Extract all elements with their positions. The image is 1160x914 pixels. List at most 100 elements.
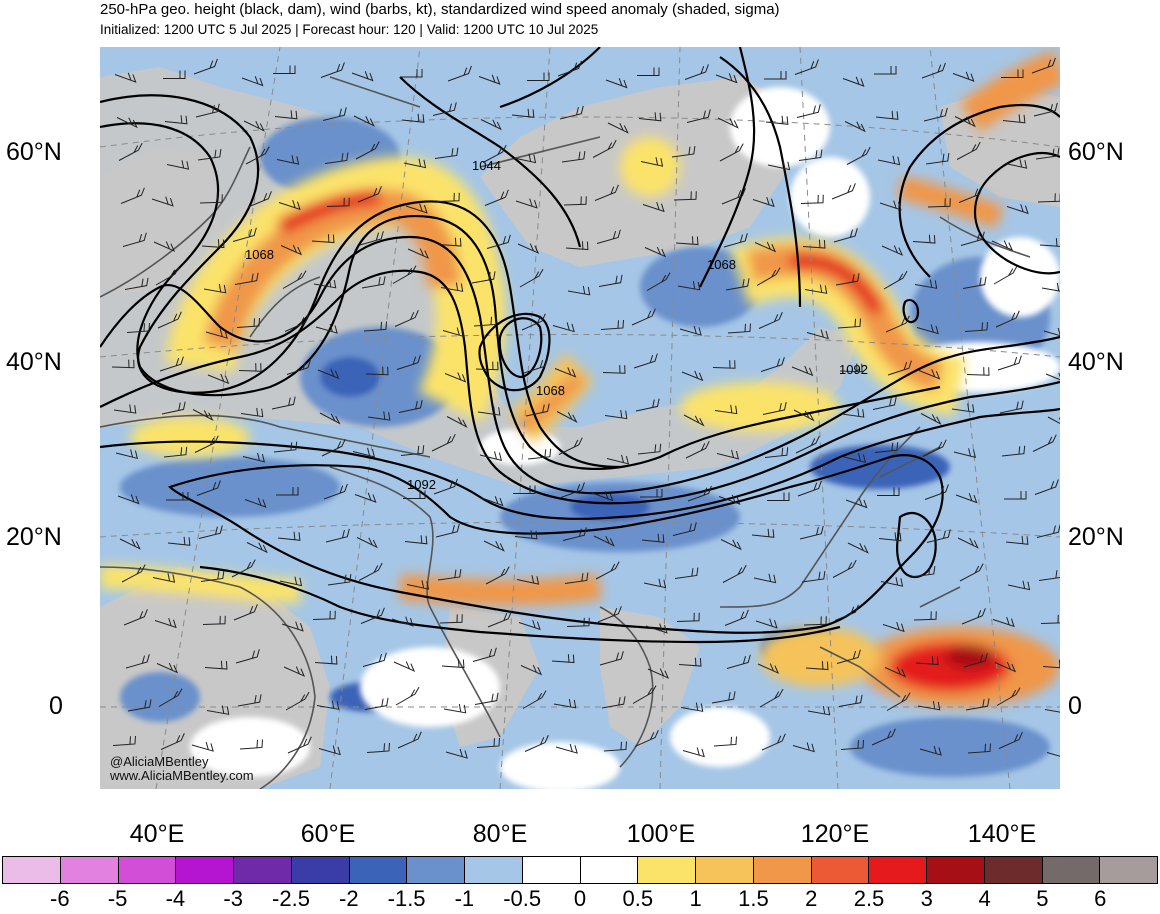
wind-barb: [966, 367, 990, 376]
wind-barb: [127, 699, 152, 712]
wind-barb: [120, 187, 145, 204]
wind-barb: [203, 283, 227, 294]
wind-barb: [960, 231, 985, 246]
wind-barb: [206, 705, 230, 715]
wind-barb: [719, 143, 744, 162]
wind-barb: [202, 615, 226, 625]
wind-barb: [117, 494, 140, 505]
wind-barb: [354, 492, 377, 503]
wind-barb: [767, 492, 790, 501]
wind-barb: [191, 741, 214, 752]
wind-barb: [438, 237, 462, 247]
wind-barb: [792, 742, 815, 753]
wind-barb: [955, 493, 978, 504]
wind-barb: [762, 401, 787, 415]
colorbar: [2, 856, 1158, 884]
wind-barb: [927, 198, 951, 208]
wind-barb: [481, 496, 504, 507]
wind-barb: [961, 608, 986, 625]
wind-barb: [605, 78, 628, 89]
wind-barb: [554, 367, 577, 378]
wind-barb: [153, 241, 176, 252]
colorbar-swatch: [696, 857, 754, 883]
wind-barb: [601, 696, 626, 709]
wind-barb: [1046, 752, 1060, 757]
wind-barb: [327, 573, 352, 586]
wind-barb: [161, 401, 186, 415]
wind-barb: [607, 122, 629, 134]
wind-barb: [315, 323, 338, 334]
wind-barb: [917, 700, 941, 711]
wind-barb: [911, 565, 936, 578]
wind-barb: [124, 277, 149, 290]
wind-barb: [596, 229, 621, 244]
wind-barb: [557, 60, 582, 77]
wind-barb: [646, 272, 671, 291]
wind-barb: [118, 142, 143, 161]
wind-barb: [312, 610, 336, 620]
colorbar-swatch: [1042, 857, 1101, 883]
wind-barb: [963, 653, 988, 668]
wind-barb: [393, 661, 416, 672]
wind-barb: [798, 149, 823, 161]
wind-barb: [363, 321, 388, 332]
wind-barb: [680, 702, 704, 712]
wind-barb: [711, 691, 736, 704]
contour-label: 1068: [245, 247, 274, 262]
wind-barb: [563, 196, 587, 206]
wind-barb: [516, 575, 540, 585]
wind-barb: [875, 110, 899, 120]
wind-barb: [1037, 193, 1060, 203]
wind-barb: [233, 604, 258, 621]
wind-barb: [359, 231, 384, 246]
wind-barb: [444, 372, 467, 383]
map-panel[interactable]: 1044 1068 1068 1068 1092 1092: [100, 47, 1060, 789]
wind-barb: [396, 354, 421, 370]
wind-barb: [1007, 580, 1031, 591]
wind-barb: [996, 687, 1021, 706]
wind-barb: [635, 398, 660, 412]
wind-barb: [436, 192, 460, 202]
wind-barb: [993, 265, 1018, 285]
wind-barb: [525, 403, 550, 417]
wind-barb: [1006, 203, 1029, 215]
wind-barb: [476, 737, 501, 748]
wind-barb: [403, 158, 427, 169]
wind-barb: [760, 356, 785, 372]
wind-barb: [803, 616, 827, 626]
wind-barb: [159, 356, 184, 372]
wind-barb: [487, 611, 512, 628]
wind-barb: [797, 480, 822, 497]
wind-barb: [439, 614, 463, 624]
wind-barb: [158, 688, 183, 707]
wind-barb: [207, 373, 230, 385]
wind-barb: [126, 322, 151, 333]
wind-barb: [836, 649, 861, 664]
wind-barb: [1035, 147, 1060, 160]
wind-barb: [964, 321, 989, 332]
colorbar-swatch: [580, 857, 639, 883]
colorbar-tick-label: 4: [978, 886, 991, 911]
wind-barb: [832, 559, 857, 578]
wind-barb: [355, 141, 380, 160]
wind-barb: [404, 535, 428, 545]
wind-barb: [923, 107, 948, 122]
wind-barb: [473, 316, 498, 327]
wind-barb: [1005, 535, 1029, 545]
wind-barb: [726, 654, 751, 669]
wind-barb: [280, 244, 303, 256]
wind-barb: [765, 115, 789, 125]
wind-barb: [431, 433, 456, 452]
credit-website[interactable]: www.AliciaMBentley.com: [110, 768, 254, 783]
wind-barb: [1001, 445, 1026, 457]
wind-barb: [847, 542, 869, 554]
wind-barb: [324, 152, 349, 164]
wind-barb: [406, 580, 430, 590]
wind-barb: [564, 572, 589, 584]
lon-label-120e: 120°E: [800, 820, 870, 848]
lat-label-0-left: 0: [49, 692, 63, 720]
wind-barb: [675, 236, 699, 246]
wind-barb: [121, 564, 146, 583]
lat-label-0-right: 0: [1068, 692, 1082, 720]
wind-barb: [515, 198, 538, 209]
